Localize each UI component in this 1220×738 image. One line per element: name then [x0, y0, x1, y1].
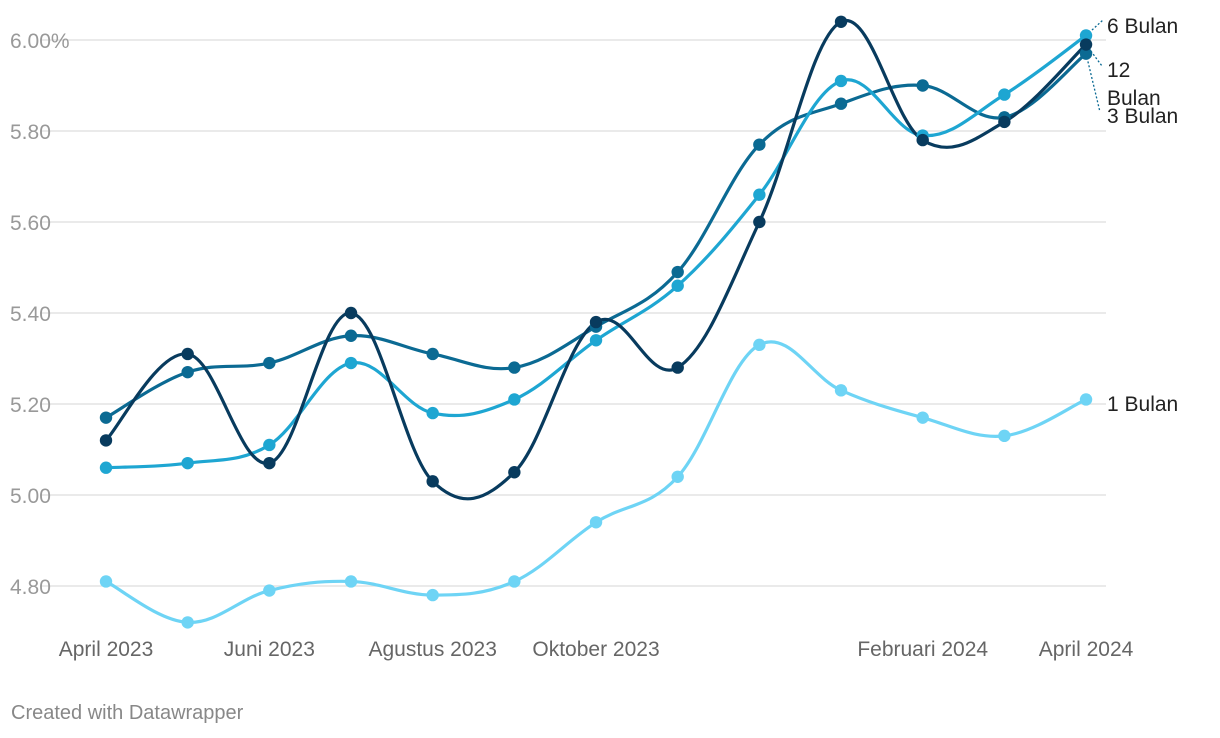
- series-label-line: 6 Bulan: [1107, 15, 1178, 38]
- data-point-12-bulan: [1079, 38, 1093, 51]
- data-point-1-bulan: [834, 384, 848, 397]
- data-point-3-bulan: [834, 97, 848, 110]
- x-tick-label: Agustus 2023: [368, 638, 496, 661]
- y-tick-label: 5.20: [10, 394, 51, 417]
- data-point-12-bulan: [671, 361, 684, 374]
- data-point-1-bulan: [508, 575, 521, 588]
- data-point-3-bulan: [181, 365, 194, 379]
- data-point-12-bulan: [426, 475, 439, 488]
- data-point-3-bulan: [99, 411, 113, 424]
- label-leader-line: [1085, 53, 1101, 113]
- data-point-6-bulan: [1079, 29, 1093, 42]
- series-label: 1 Bulan: [1107, 393, 1178, 416]
- data-point-6-bulan: [99, 461, 113, 474]
- data-point-3-bulan: [671, 265, 684, 279]
- series-line-3-bulan: [104, 52, 1088, 420]
- data-point-1-bulan: [181, 616, 194, 629]
- data-point-3-bulan: [916, 79, 929, 92]
- x-tick-label: Februari 2024: [857, 638, 988, 661]
- x-axis-labels: April 2023 Juni 2023 Agustus 2023 Oktober 2…: [59, 638, 1134, 661]
- y-tick-label: 4.80: [10, 576, 51, 599]
- data-point-1-bulan: [1079, 393, 1093, 406]
- series-points: [99, 15, 1093, 629]
- data-point-1-bulan: [344, 575, 358, 588]
- y-axis-labels: 6.00% 5.80 5.60 5.40 5.20 5.00 4.80: [10, 30, 70, 599]
- x-tick-label: April 2023: [59, 638, 154, 661]
- data-point-6-bulan: [834, 74, 848, 88]
- data-point-1-bulan: [671, 470, 684, 483]
- credit-text: Created with Datawrapper: [11, 702, 244, 724]
- data-point-6-bulan: [344, 356, 358, 370]
- data-point-12-bulan: [181, 347, 194, 361]
- data-point-12-bulan: [344, 306, 358, 320]
- data-point-6-bulan: [753, 188, 766, 201]
- data-point-6-bulan: [426, 406, 439, 420]
- y-tick-label: 6.00%: [10, 30, 70, 53]
- series-line-1-bulan: [104, 340, 1088, 625]
- data-point-6-bulan: [998, 88, 1011, 101]
- data-point-1-bulan: [753, 338, 766, 352]
- data-point-6-bulan: [508, 393, 521, 406]
- data-point-3-bulan: [263, 356, 276, 370]
- data-point-1-bulan: [99, 575, 113, 588]
- data-point-12-bulan: [998, 115, 1011, 129]
- series-line-12-bulan: [104, 18, 1088, 501]
- data-point-6-bulan: [671, 279, 684, 292]
- x-tick-label: April 2024: [1039, 638, 1134, 661]
- data-point-6-bulan: [181, 456, 194, 470]
- series-line-6-bulan: [104, 33, 1088, 470]
- series-label-line: 3 Bulan: [1107, 105, 1178, 128]
- data-point-3-bulan: [753, 138, 766, 151]
- series-label-line: 1 Bulan: [1107, 393, 1178, 416]
- data-point-12-bulan: [916, 133, 929, 147]
- x-tick-label: Juni 2023: [224, 638, 315, 661]
- data-point-1-bulan: [589, 516, 603, 529]
- data-point-12-bulan: [99, 434, 113, 447]
- x-tick-label: Oktober 2023: [532, 638, 659, 661]
- data-point-1-bulan: [263, 584, 276, 597]
- series-label-line: Bulan: [1107, 87, 1161, 110]
- data-point-6-bulan: [263, 438, 276, 452]
- data-point-1-bulan: [426, 588, 439, 602]
- data-point-6-bulan: [589, 334, 603, 347]
- data-point-12-bulan: [589, 315, 603, 329]
- series-label: 6 Bulan: [1107, 15, 1178, 38]
- gridlines: [40, 39, 1106, 587]
- data-point-3-bulan: [426, 347, 439, 361]
- y-tick-label: 5.80: [10, 121, 51, 144]
- data-point-1-bulan: [998, 429, 1011, 443]
- series-label-line: 12: [1107, 59, 1130, 82]
- y-tick-label: 5.60: [10, 212, 51, 235]
- data-point-1-bulan: [916, 411, 929, 424]
- data-point-12-bulan: [753, 215, 766, 229]
- data-point-12-bulan: [834, 15, 848, 28]
- series-label: 3 Bulan: [1107, 105, 1178, 128]
- series-label: 12 Bulan: [1107, 59, 1161, 110]
- data-point-3-bulan: [508, 361, 521, 374]
- y-tick-label: 5.40: [10, 303, 51, 326]
- y-tick-label: 5.00: [10, 485, 51, 508]
- data-point-3-bulan: [344, 329, 358, 342]
- data-point-12-bulan: [263, 456, 276, 470]
- data-point-12-bulan: [508, 466, 521, 479]
- data-point-3-bulan: [1079, 47, 1093, 60]
